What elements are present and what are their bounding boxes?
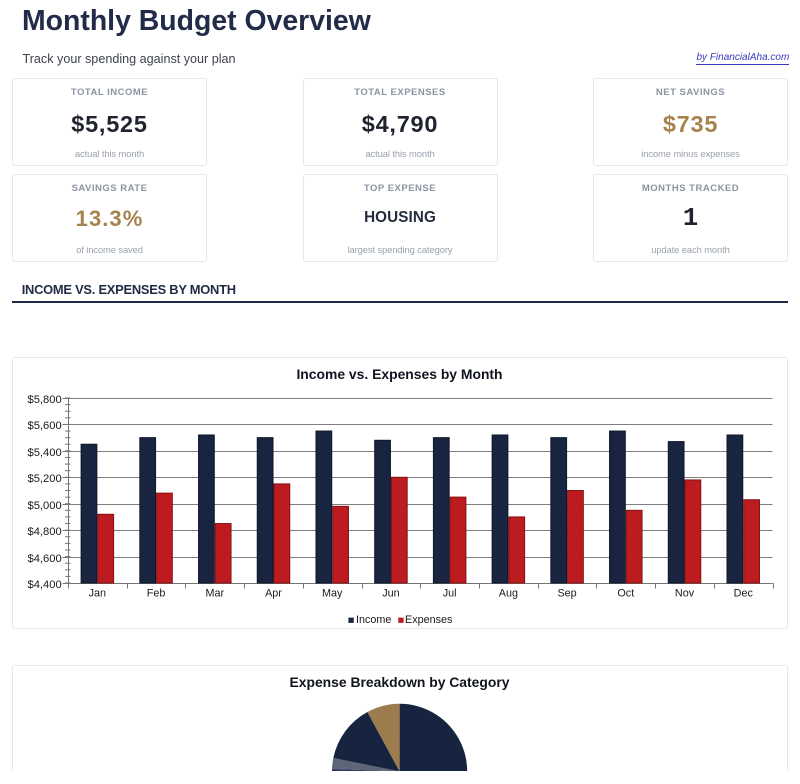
svg-text:Mar: Mar: [205, 588, 224, 600]
svg-text:Aug: Aug: [499, 588, 518, 600]
svg-text:Sep: Sep: [557, 588, 576, 600]
svg-text:Nov: Nov: [675, 588, 695, 600]
svg-text:Jun: Jun: [382, 588, 399, 600]
svg-text:Dec: Dec: [734, 588, 754, 600]
svg-text:Apr: Apr: [265, 588, 282, 600]
svg-text:Feb: Feb: [147, 588, 166, 600]
svg-text:$5,600: $5,600: [27, 420, 61, 432]
svg-text:Jan: Jan: [89, 588, 106, 600]
svg-text:May: May: [322, 588, 343, 600]
svg-text:$5,000: $5,000: [27, 500, 61, 512]
svg-text:Jul: Jul: [443, 588, 457, 600]
svg-text:$5,200: $5,200: [27, 473, 61, 485]
svg-text:$5,400: $5,400: [27, 447, 61, 459]
svg-text:$5,800: $5,800: [27, 394, 61, 406]
svg-text:$4,400: $4,400: [27, 579, 61, 591]
svg-text:Expenses: Expenses: [405, 614, 453, 626]
svg-text:$4,800: $4,800: [27, 526, 61, 538]
svg-text:Income: Income: [356, 614, 391, 626]
svg-text:Oct: Oct: [617, 588, 634, 600]
svg-text:$4,600: $4,600: [27, 553, 61, 565]
